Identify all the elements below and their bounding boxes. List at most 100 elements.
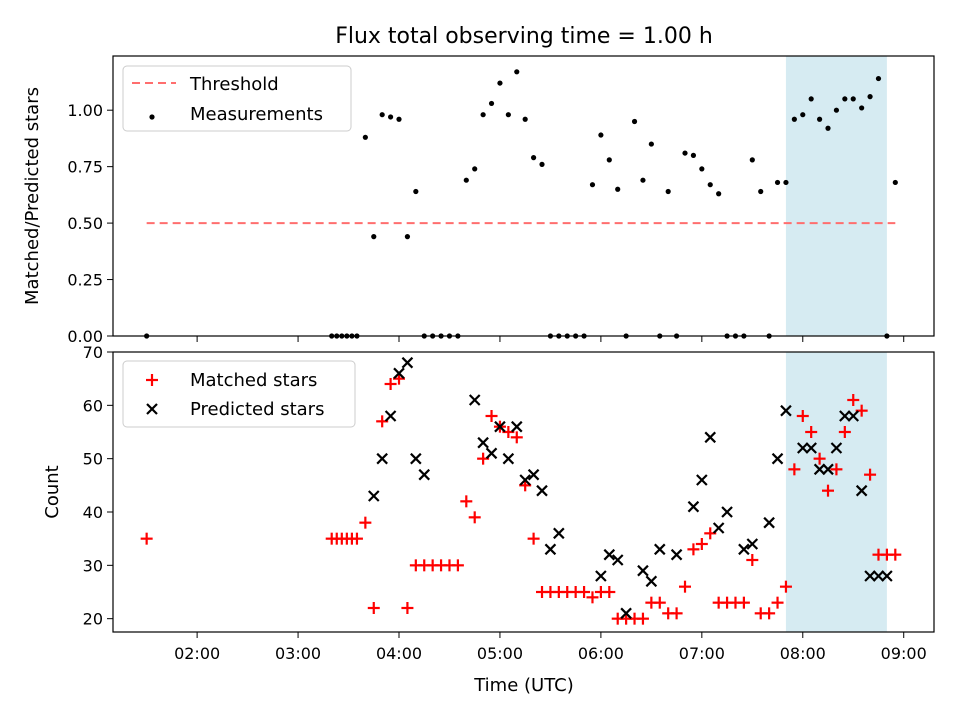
measurement-point — [371, 234, 377, 240]
count-legend: Matched stars Predicted stars — [122, 360, 356, 428]
ratio-y-axis-label: Matched/Predicted stars — [22, 87, 43, 305]
measurement-point — [606, 157, 612, 163]
measurement-point — [665, 188, 671, 195]
predicted-star-point — [410, 452, 422, 465]
predicted-star-point — [872, 570, 885, 582]
measurement-point — [867, 94, 873, 100]
measurement-point — [387, 114, 394, 120]
measurement-point — [716, 191, 722, 197]
matched-star-point — [485, 410, 498, 422]
predicted-star-point — [696, 474, 708, 486]
predicted-star-point — [805, 442, 817, 454]
measurement-point — [842, 96, 848, 102]
predicted-star-stroke — [536, 484, 548, 497]
predicted-star-stroke — [410, 452, 422, 465]
predicted-star-stroke — [544, 543, 557, 556]
matched-star-point — [889, 548, 902, 561]
predicted-star-point — [746, 538, 759, 550]
measurement-point — [791, 116, 797, 122]
measurement-point — [774, 179, 781, 186]
measurement-point — [749, 157, 755, 163]
measurement-point — [682, 150, 688, 156]
predicted-star-point — [780, 404, 792, 417]
predicted-star-stroke — [502, 452, 515, 465]
measurement-point — [480, 112, 486, 118]
x-axis-label: Time (UTC) — [473, 675, 574, 696]
matched-star-point — [779, 580, 792, 593]
predicted-star-stroke — [763, 516, 775, 529]
matched-star-point — [679, 580, 692, 593]
predicted-star-point — [477, 436, 489, 449]
x-tick-label: 04:00 — [376, 644, 422, 663]
predicted-star-stroke — [839, 410, 851, 422]
matched-star-point — [653, 596, 666, 609]
predicted-star-point — [367, 490, 380, 502]
predicted-star-point — [485, 447, 498, 460]
predicted-star-stroke — [830, 442, 843, 454]
predicted-star-stroke — [771, 452, 784, 465]
highlight-span — [785, 56, 887, 336]
count-y-tick-label: 60 — [83, 396, 103, 415]
predicted-legend-label: Predicted stars — [190, 399, 324, 420]
predicted-star-stroke — [637, 564, 649, 577]
predicted-star-point — [864, 570, 876, 582]
measurement-point — [413, 188, 419, 195]
measurement-point — [833, 107, 840, 113]
x-tick-label: 02:00 — [174, 644, 220, 663]
measurement-point — [850, 96, 856, 102]
predicted-star-point — [645, 575, 658, 588]
matched-star-point — [771, 596, 784, 609]
matched-star-point — [636, 612, 649, 625]
count-x-axis: 02:00 03:00 04:00 05:00 06:00 07:00 08:00 09:00 — [174, 632, 927, 663]
predicted-star-stroke — [519, 474, 531, 486]
matched-star-point — [451, 559, 464, 572]
highlight-span — [785, 352, 887, 632]
predicted-star-stroke — [746, 538, 759, 550]
matched-star-point — [830, 463, 843, 476]
threshold-legend-label: Threshold — [189, 74, 279, 95]
x-tick-label: 08:00 — [780, 644, 826, 663]
predicted-star-point — [839, 410, 851, 422]
ratio-panel: 0.00 0.25 0.50 0.75 1.00 Matched/Predicted s… — [22, 55, 935, 346]
predicted-star-point — [637, 564, 649, 577]
predicted-star-stroke — [553, 527, 565, 540]
ratio-y-tick-label: 0.00 — [67, 327, 103, 346]
measurement-point — [463, 177, 469, 183]
predicted-star-point — [653, 543, 666, 556]
ratio-y-tick-label: 0.75 — [67, 158, 103, 177]
measurement-point — [707, 182, 713, 188]
matched-star-point — [746, 554, 759, 566]
predicted-star-stroke — [418, 468, 431, 481]
predicted-star-point — [536, 484, 548, 497]
predicted-star-stroke — [738, 543, 750, 556]
measurement-point — [859, 105, 865, 111]
predicted-star-stroke — [527, 468, 540, 481]
predicted-star-point — [830, 442, 843, 454]
predicted-star-point — [603, 548, 616, 561]
count-y-tick-label: 50 — [83, 450, 103, 469]
predicted-star-stroke — [822, 463, 834, 476]
measurement-point — [690, 152, 697, 158]
measurement-point — [875, 75, 882, 82]
chart-title: Flux total observing time = 1.00 h — [335, 24, 713, 49]
matched-star-point — [586, 591, 599, 604]
matched-star-point — [864, 468, 877, 481]
predicted-star-point — [527, 468, 540, 481]
count-plot-frame — [112, 351, 935, 633]
ratio-x-axis — [196, 336, 905, 342]
matched-star-point — [468, 511, 481, 524]
x-tick-label: 06:00 — [578, 644, 624, 663]
predicted-star-point — [855, 484, 868, 497]
count-y-axis-label: Count — [42, 465, 63, 518]
predicted-star-stroke — [872, 570, 885, 582]
ratio-y-tick-label: 0.50 — [67, 214, 103, 233]
matched-legend-swatch — [146, 374, 158, 386]
predicted-star-point — [418, 468, 431, 481]
predicted-star-stroke — [376, 452, 388, 465]
matched-star-point — [805, 426, 818, 438]
matched-star-point — [813, 452, 826, 465]
measurement-point — [615, 186, 621, 192]
measurement-point — [800, 112, 806, 118]
predicted-star-stroke — [864, 570, 876, 582]
